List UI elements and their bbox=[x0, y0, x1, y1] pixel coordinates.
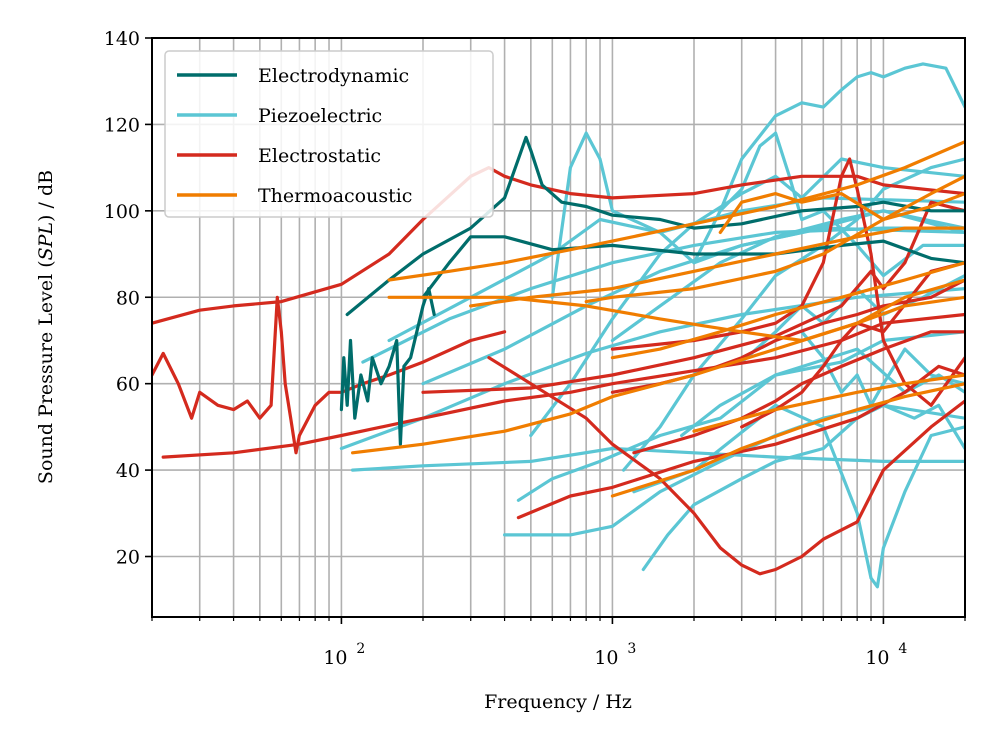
legend-label: Electrostatic bbox=[258, 145, 381, 167]
x-tick-label: 10 bbox=[323, 647, 347, 669]
series-line-thermoacoustic bbox=[718, 192, 965, 234]
series-line-piezoelectric bbox=[339, 287, 965, 451]
legend-box bbox=[164, 50, 494, 218]
series-line-electrostatic bbox=[487, 356, 965, 576]
x-tick-label-exponent: 4 bbox=[898, 641, 907, 657]
x-axis-label: Frequency / Hz bbox=[484, 691, 632, 713]
plot-frame bbox=[151, 37, 966, 618]
legend: Electrodynamic Piezoelectric Electrostatic… bbox=[164, 50, 494, 218]
x-tick-label: 10 bbox=[865, 647, 889, 669]
ticks: 20 40 60 80 100 120 140 10 2 10 3 10 4 bbox=[104, 28, 966, 669]
y-tick-label: 40 bbox=[116, 460, 140, 482]
x-tick-label-exponent: 2 bbox=[356, 641, 365, 657]
series-line-piezoelectric bbox=[503, 403, 965, 537]
y-tick-label: 60 bbox=[116, 374, 140, 396]
series-line-thermoacoustic bbox=[584, 174, 965, 304]
series-group bbox=[152, 62, 965, 589]
series-line-thermoacoustic bbox=[351, 295, 965, 455]
series-line-electrostatic bbox=[610, 157, 965, 407]
series-line-piezoelectric bbox=[610, 209, 965, 343]
series-line-thermoacoustic bbox=[387, 140, 965, 282]
y-tick-label: 100 bbox=[104, 201, 140, 223]
series-line-electrostatic bbox=[516, 364, 965, 520]
series-line-piezoelectric bbox=[679, 330, 965, 438]
series-line-piezoelectric bbox=[516, 347, 965, 502]
series-line-thermoacoustic bbox=[387, 278, 965, 343]
legend-label: Electrodynamic bbox=[258, 65, 409, 87]
series-line-piezoelectric bbox=[632, 403, 965, 589]
y-tick-label: 20 bbox=[116, 547, 140, 569]
series-line-electrodynamic bbox=[339, 287, 436, 446]
series-line-electrostatic bbox=[152, 295, 507, 455]
x-tick-label-exponent: 3 bbox=[627, 641, 636, 657]
legend-label: Piezoelectric bbox=[258, 105, 382, 127]
series-line-piezoelectric bbox=[621, 157, 965, 472]
series-line-piezoelectric bbox=[692, 131, 965, 278]
series-line-thermoacoustic bbox=[610, 261, 965, 360]
series-line-piezoelectric bbox=[351, 446, 965, 472]
y-tick-label: 140 bbox=[104, 28, 140, 50]
series-line-thermoacoustic bbox=[610, 382, 965, 498]
series-line-electrostatic bbox=[152, 166, 965, 325]
y-tick-label: 120 bbox=[104, 114, 140, 136]
series-line-electrostatic bbox=[421, 200, 965, 394]
series-line-thermoacoustic bbox=[692, 373, 965, 433]
y-axis-label: Sound Pressure Level (SPL) / dB bbox=[35, 170, 57, 484]
series-line-piezoelectric bbox=[718, 62, 965, 213]
series-line-electrodynamic bbox=[345, 135, 965, 317]
series-line-piezoelectric bbox=[529, 157, 965, 438]
series-line-electrostatic bbox=[740, 261, 965, 429]
series-line-electrodynamic bbox=[421, 235, 965, 299]
series-line-thermoacoustic bbox=[469, 226, 965, 308]
y-tick-label: 80 bbox=[116, 287, 140, 309]
x-tick-label: 10 bbox=[594, 647, 618, 669]
series-line-piezoelectric bbox=[641, 403, 965, 572]
legend-label: Thermoacoustic bbox=[258, 185, 412, 207]
series-line-electrostatic bbox=[632, 330, 965, 455]
